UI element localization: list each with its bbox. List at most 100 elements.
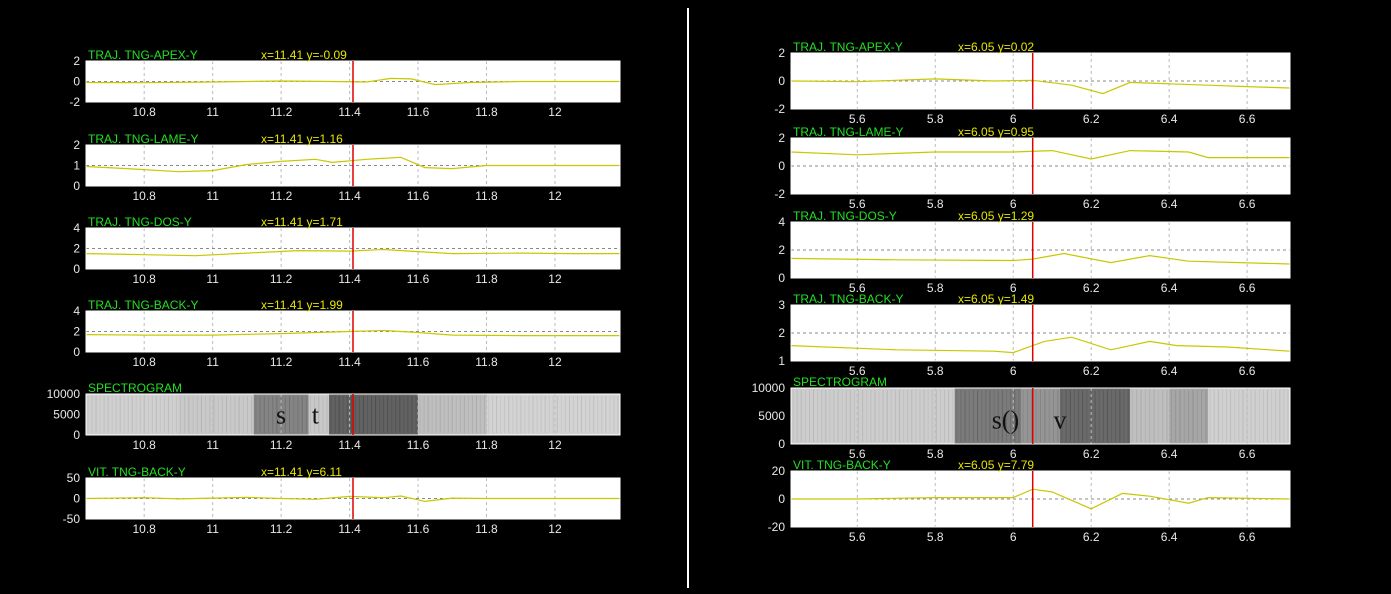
x-tick-label: 10.8 xyxy=(133,105,157,119)
x-tick-label: 6.4 xyxy=(1161,530,1178,544)
y-tick-label: 10000 xyxy=(752,381,786,395)
y-tick-label: 0 xyxy=(778,74,785,88)
series-line xyxy=(790,78,1291,95)
y-tick-label: -20 xyxy=(768,520,786,534)
spectrogram-energy-band xyxy=(1208,388,1290,444)
x-tick-label: 11.6 xyxy=(407,438,430,452)
x-tick-label: 11.2 xyxy=(270,355,293,369)
panel-title: VIT. TNG-BACK-Y xyxy=(88,465,186,479)
x-tick-label: 5.6 xyxy=(849,447,866,461)
x-tick-label: 6.4 xyxy=(1161,364,1178,378)
x-tick-label: 6.4 xyxy=(1161,197,1178,211)
y-tick-label: 5000 xyxy=(53,408,80,422)
y-tick-label: 2 xyxy=(778,131,785,145)
y-tick-label: 4 xyxy=(73,221,80,235)
panel-title: TRAJ. TNG-APEX-Y xyxy=(88,48,198,62)
x-tick-label: 6.4 xyxy=(1161,447,1178,461)
x-tick-label: 11 xyxy=(206,522,219,536)
series-line xyxy=(85,77,620,86)
axes-frame xyxy=(790,137,1291,195)
y-tick-label: 1 xyxy=(73,159,80,173)
y-tick-label: 2 xyxy=(73,325,80,339)
y-tick-label: 0 xyxy=(73,345,80,359)
spectrogram-annotation: s xyxy=(276,401,286,430)
x-tick-label: 6.2 xyxy=(1083,447,1100,461)
x-tick-label: 6 xyxy=(1010,112,1017,126)
x-tick-label: 5.6 xyxy=(849,197,866,211)
x-tick-label: 12 xyxy=(548,355,562,369)
spectrogram-energy-band xyxy=(791,388,955,444)
y-tick-label: 3 xyxy=(778,298,785,312)
x-tick-label: 6.6 xyxy=(1239,447,1256,461)
left-panel-2: 2 1 0 10.8 11 11.2 11.4 11.6 11.8 12 TRAJ. TNG-LAM… xyxy=(73,132,621,203)
spectrogram-energy-band xyxy=(1021,388,1060,444)
x-tick-label: 6.2 xyxy=(1083,281,1100,295)
series-line xyxy=(85,495,620,503)
x-tick-label: 5.8 xyxy=(927,281,944,295)
panel-title: TRAJ. TNG-DOS-Y xyxy=(88,215,192,229)
x-tick-label: 6.6 xyxy=(1239,364,1256,378)
x-tick-label: 11.4 xyxy=(338,355,361,369)
y-tick-label: 1 xyxy=(778,354,785,368)
x-tick-label: 11.8 xyxy=(475,438,498,452)
x-tick-label: 11.6 xyxy=(407,522,430,536)
x-tick-label: 10.8 xyxy=(133,355,157,369)
x-tick-label: 11 xyxy=(206,438,219,452)
x-tick-label: 10.8 xyxy=(133,189,157,203)
cursor-readout: x=6.05 y=1.49 xyxy=(958,292,1034,306)
panel-title: TRAJ. TNG-LAME-Y xyxy=(88,132,198,146)
x-tick-label: 11.8 xyxy=(475,355,498,369)
series-line xyxy=(790,149,1290,160)
spectrogram-energy-band xyxy=(1130,388,1170,444)
x-tick-label: 11.6 xyxy=(407,272,430,286)
spectrogram-annotation: t xyxy=(312,401,320,430)
x-tick-label: 11.8 xyxy=(475,272,498,286)
x-tick-label: 12 xyxy=(548,189,562,203)
y-tick-label: 2 xyxy=(73,138,80,152)
panel-title: TRAJ. TNG-APEX-Y xyxy=(793,40,903,54)
series-line xyxy=(790,252,1291,265)
left-panel-4: 4 2 0 10.8 11 11.2 11.4 11.6 11.8 12 TRAJ. TNG-BAC… xyxy=(73,298,621,369)
x-tick-label: 12 xyxy=(548,272,562,286)
spectrogram-energy-band xyxy=(308,394,330,435)
series-line xyxy=(85,156,620,173)
panel-title: TRAJ. TNG-BACK-Y xyxy=(88,298,198,312)
cursor-readout: x=6.05 y=0.95 xyxy=(958,125,1034,139)
spectrogram-energy-band xyxy=(1169,388,1209,444)
right-panel-2: 2 0 -2 5.6 5.8 6 6.2 6.4 6.6 TRAJ. TNG-LAME-Y x=6.… xyxy=(774,125,1291,211)
x-tick-label: 12 xyxy=(548,438,562,452)
left-panel-5: s t 10000 5000 0 10.8 11 11.2 11.4 11.6 11.8 12 SPEC… xyxy=(47,381,621,452)
y-tick-label: 0 xyxy=(778,271,785,285)
axes-frame xyxy=(790,52,1291,110)
y-tick-label: 2 xyxy=(778,46,785,60)
y-tick-label: -2 xyxy=(774,102,785,116)
spectrogram-energy-band xyxy=(954,388,1022,444)
x-tick-label: 6.6 xyxy=(1239,281,1256,295)
spectrogram-energy-band xyxy=(1059,388,1131,444)
x-tick-label: 11.4 xyxy=(338,438,361,452)
x-tick-label: 6.2 xyxy=(1083,530,1100,544)
x-tick-label: 6.6 xyxy=(1239,530,1256,544)
axes-frame xyxy=(790,221,1291,279)
y-tick-label: -2 xyxy=(69,95,80,109)
x-tick-label: 10.8 xyxy=(133,272,157,286)
x-tick-label: 6 xyxy=(1010,530,1017,544)
right-panel-4: 3 2 1 5.6 5.8 6 6.2 6.4 6.6 TRAJ. TNG-BACK-Y x=6.0… xyxy=(778,292,1291,378)
spectrogram-annotation: s() xyxy=(992,405,1019,434)
x-tick-label: 5.8 xyxy=(927,197,944,211)
spectrogram-energy-band xyxy=(418,394,487,435)
x-tick-label: 11.6 xyxy=(407,189,430,203)
x-tick-label: 6.4 xyxy=(1161,281,1178,295)
x-tick-label: 6.2 xyxy=(1083,197,1100,211)
x-tick-label: 6 xyxy=(1010,364,1017,378)
y-tick-label: 0 xyxy=(73,492,80,506)
y-tick-label: 2 xyxy=(73,242,80,256)
cursor-readout: x=11.41 y=1.99 xyxy=(261,298,343,312)
left-panel-3: 4 2 0 10.8 11 11.2 11.4 11.6 11.8 12 TRAJ. TNG-DOS… xyxy=(73,215,621,286)
spectrogram-energy-band xyxy=(329,394,419,435)
x-tick-label: 5.8 xyxy=(927,364,944,378)
figure-divider xyxy=(687,8,689,588)
